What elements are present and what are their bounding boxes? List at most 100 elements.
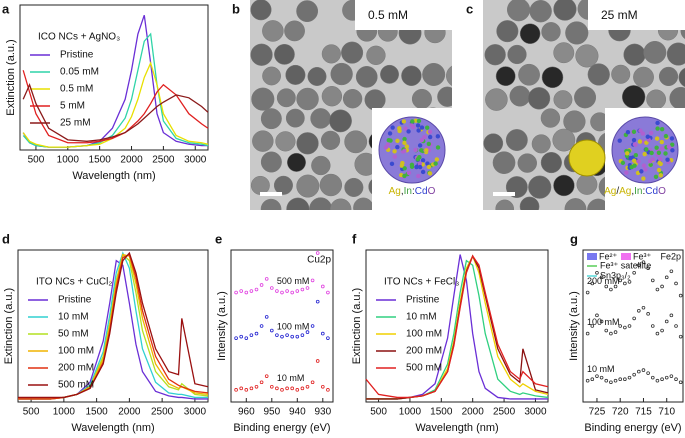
data-point: [664, 319, 669, 324]
data-point: [655, 378, 660, 383]
nanoparticle: [319, 173, 343, 197]
nanoparticle: [380, 64, 399, 84]
x-axis-label: Binding energy (eV): [233, 422, 330, 434]
atom: [642, 151, 647, 157]
data-point: [275, 289, 279, 293]
x-tick-label: 950: [263, 407, 280, 418]
y-axis-label: Extinction (a.u.): [5, 39, 17, 115]
nanoparticle: [519, 196, 540, 210]
plot-frame: [230, 249, 334, 403]
x-tick-label: 720: [612, 407, 629, 418]
atom: [633, 153, 639, 158]
atom: [631, 129, 637, 135]
data-point: [269, 286, 274, 290]
data-point: [599, 275, 604, 280]
nanoparticle: [541, 22, 561, 42]
atom: [427, 129, 433, 135]
nanoparticle: [553, 42, 575, 64]
data-point: [650, 324, 655, 328]
data-point: [234, 336, 238, 340]
data-point: [618, 278, 623, 283]
nanoparticle: [287, 152, 306, 172]
data-point: [627, 375, 632, 380]
data-point: [595, 270, 599, 275]
data-point: [280, 290, 284, 295]
atom: [427, 171, 433, 176]
caption-part: Ag: [619, 186, 631, 197]
data-point: [627, 280, 632, 284]
atom: [435, 145, 441, 150]
nanoparticle: [528, 175, 552, 199]
atom: [655, 126, 660, 131]
data-point: [254, 287, 259, 292]
data-point: [285, 289, 289, 293]
data-point: [609, 380, 613, 385]
data-point: [637, 263, 641, 268]
atom: [409, 122, 414, 128]
data-point: [674, 281, 678, 286]
data-point: [310, 324, 315, 328]
atom: [402, 136, 407, 142]
nanoparticle: [507, 44, 527, 65]
nanoparticle: [529, 0, 552, 23]
data-point: [290, 334, 295, 339]
label-box: [355, 0, 452, 30]
data-point: [315, 359, 320, 363]
atom: [433, 161, 438, 166]
data-point: [609, 287, 613, 292]
atom: [402, 166, 407, 171]
x-tick-label: 2000: [120, 155, 143, 166]
nanoparticle: [553, 174, 575, 197]
nanoparticle: [541, 66, 564, 89]
atom: [416, 128, 421, 133]
nanoparticle: [296, 0, 319, 23]
nanoparticle: [540, 108, 561, 128]
x-tick-label: 1500: [85, 407, 108, 418]
data-point: [259, 324, 264, 328]
nanoparticle: [330, 62, 353, 86]
nanoparticle: [262, 20, 284, 42]
data-point: [259, 380, 264, 385]
data-point: [244, 336, 249, 340]
data-point: [315, 299, 320, 304]
nanoparticle: [341, 41, 364, 64]
atom: [645, 134, 650, 139]
y-axis-label: Extinction (a.u.): [351, 288, 363, 364]
data-point: [646, 312, 650, 316]
legend-title: ITO NCs + CuCl₂: [36, 277, 112, 288]
series-label: 10 mM: [587, 364, 615, 374]
atom: [426, 164, 432, 170]
caption-part: /: [616, 186, 619, 197]
data-point: [254, 331, 259, 336]
data-point: [300, 333, 305, 337]
atom: [648, 130, 654, 136]
data-point: [674, 377, 678, 382]
data-point: [305, 330, 310, 334]
atom: [641, 163, 647, 168]
atom: [417, 155, 422, 160]
x-tick-label: 930: [314, 407, 331, 418]
data-point: [590, 281, 595, 286]
legend-label: 10 mM: [406, 312, 437, 323]
atom: [406, 129, 411, 134]
nanoparticle: [678, 67, 685, 88]
legend-label: 50 mM: [58, 329, 89, 340]
data-point: [305, 286, 310, 290]
panel-label: a: [2, 1, 10, 16]
nanoparticle: [284, 20, 305, 42]
atom: [416, 118, 422, 124]
atom: [637, 139, 643, 144]
nanoparticle: [658, 66, 679, 87]
legend-label: 100 mM: [58, 346, 94, 357]
ag-sphere: [568, 139, 606, 177]
atom: [641, 176, 646, 181]
x-tick-label: 2500: [493, 407, 516, 418]
atom: [660, 146, 665, 151]
scale-bar: [493, 192, 515, 196]
atom: [427, 134, 433, 140]
caption-part: :: [412, 186, 415, 197]
data-point: [249, 386, 254, 391]
x-tick-label: 710: [658, 407, 675, 418]
atom: [420, 158, 426, 163]
caption-part: ,: [631, 186, 634, 197]
